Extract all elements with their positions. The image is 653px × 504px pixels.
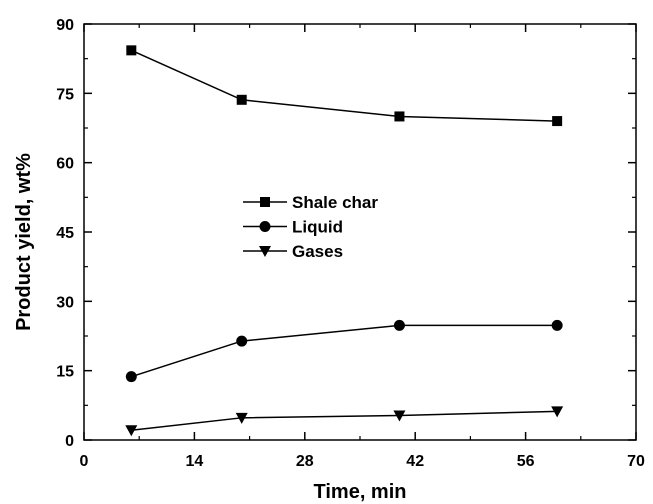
data-point-gases xyxy=(235,412,248,424)
series-line-gases xyxy=(131,410,558,432)
x-tick-label: 42 xyxy=(406,453,424,470)
data-point-shale-char xyxy=(236,94,247,105)
y-tick-label: 15 xyxy=(56,364,74,381)
series-line-liquid xyxy=(131,324,558,378)
legend-item-shale-char: Shale char xyxy=(243,193,378,212)
minor-ticks xyxy=(84,24,636,440)
series-shale-char xyxy=(126,45,563,127)
y-tick-label: 0 xyxy=(65,433,74,450)
y-tick-label: 60 xyxy=(56,156,74,173)
legend-label: Liquid xyxy=(292,218,343,237)
y-tick-label: 30 xyxy=(56,294,74,311)
x-tick-label: 70 xyxy=(627,453,645,470)
x-axis-title: Time, min xyxy=(314,481,407,503)
x-tick-label: 56 xyxy=(517,453,535,470)
legend-marker-liquid xyxy=(259,221,271,232)
data-point-shale-char xyxy=(552,116,563,127)
tick-labels: 0 14 28 42 56 70 0 15 30 45 60 75 90 xyxy=(56,17,645,470)
data-point-liquid xyxy=(236,335,248,347)
data-point-gases xyxy=(393,410,406,422)
legend-label: Shale char xyxy=(292,193,378,212)
x-tick-label: 28 xyxy=(296,453,314,470)
data-point-gases xyxy=(125,425,138,437)
x-tick-label: 0 xyxy=(80,453,89,470)
legend-item-gases: Gases xyxy=(243,242,343,261)
series-line-shale-char xyxy=(131,49,558,122)
x-tick-label: 14 xyxy=(186,453,204,470)
y-tick-label: 90 xyxy=(56,17,74,34)
series-layer xyxy=(125,45,564,437)
data-point-liquid xyxy=(551,319,563,331)
legend-marker-shale-char xyxy=(260,197,270,207)
major-ticks xyxy=(83,23,637,441)
legend-item-liquid: Liquid xyxy=(243,218,343,237)
series-gases xyxy=(125,406,564,437)
data-point-shale-char xyxy=(394,111,405,122)
data-point-liquid xyxy=(393,319,405,331)
data-point-shale-char xyxy=(126,45,137,56)
y-axis-title: Product yield, wt% xyxy=(13,153,35,331)
y-tick-label: 45 xyxy=(56,225,74,242)
y-tick-label: 75 xyxy=(56,86,74,103)
plot-frame xyxy=(83,23,637,441)
legend: Shale char Liquid Gases xyxy=(243,193,378,261)
legend-label: Gases xyxy=(292,242,343,261)
data-point-liquid xyxy=(125,371,137,383)
series-liquid xyxy=(125,319,563,383)
legend-marker-gases xyxy=(259,246,271,257)
data-point-gases xyxy=(551,406,564,418)
